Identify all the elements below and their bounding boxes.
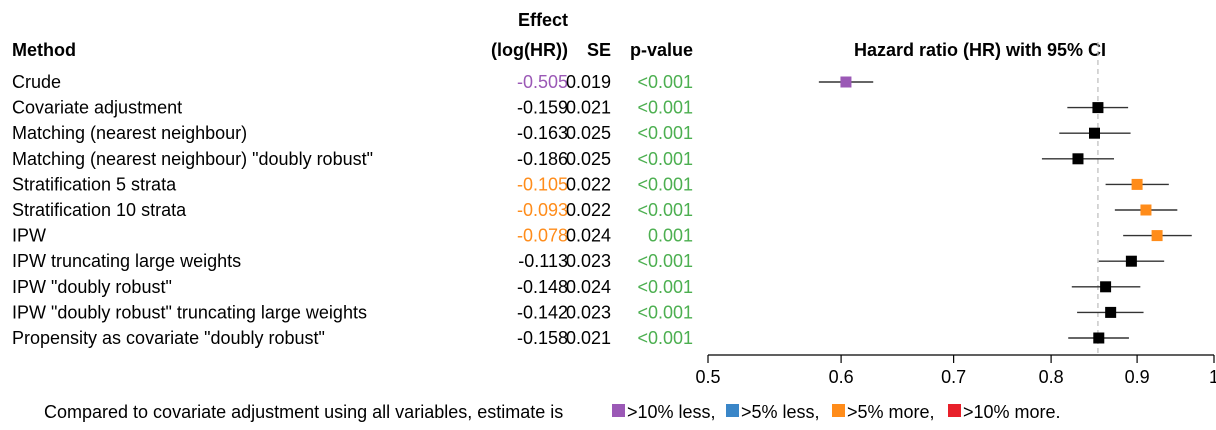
- pvalue-value: <0.001: [637, 174, 693, 194]
- legend-swatch-less5: [726, 404, 739, 417]
- header-effect-line2: (log(HR)): [491, 40, 568, 60]
- point-estimate: [1151, 230, 1163, 242]
- point-estimate: [1093, 332, 1105, 344]
- method-label: IPW "doubly robust" truncating large wei…: [12, 302, 367, 322]
- se-value: 0.022: [566, 200, 611, 220]
- legend-swatch-less10: [612, 404, 625, 417]
- pvalue-value: <0.001: [637, 328, 693, 348]
- legend-swatch-more5: [832, 404, 845, 417]
- point-estimate: [1092, 102, 1104, 114]
- header-method: Method: [12, 40, 76, 60]
- method-label: Crude: [12, 72, 61, 92]
- effect-value: -0.142: [517, 302, 568, 322]
- effect-value: -0.078: [517, 226, 568, 246]
- pvalue-value: <0.001: [637, 302, 693, 322]
- point-estimate: [840, 76, 852, 88]
- x-tick-label: 0.8: [1039, 367, 1064, 387]
- effect-value: -0.186: [517, 149, 568, 169]
- x-tick-label: 0.6: [829, 367, 854, 387]
- footnote-prefix: Compared to covariate adjustment using a…: [44, 402, 563, 422]
- method-label: IPW "doubly robust": [12, 277, 172, 297]
- footnote: Compared to covariate adjustment using a…: [44, 402, 1061, 422]
- x-tick-label: 1: [1209, 367, 1216, 387]
- se-value: 0.023: [566, 251, 611, 271]
- se-value: 0.022: [566, 174, 611, 194]
- effect-value: -0.163: [517, 123, 568, 143]
- pvalue-value: <0.001: [637, 149, 693, 169]
- method-label: Covariate adjustment: [12, 98, 182, 118]
- method-label: Stratification 5 strata: [12, 174, 177, 194]
- effect-value: -0.158: [517, 328, 568, 348]
- effect-value: -0.105: [517, 174, 568, 194]
- x-tick-label: 0.5: [695, 367, 720, 387]
- x-tick-label: 0.9: [1125, 367, 1150, 387]
- se-value: 0.024: [566, 226, 611, 246]
- effect-value: -0.159: [517, 98, 568, 118]
- method-label: Stratification 10 strata: [12, 200, 187, 220]
- effect-value: -0.113: [518, 251, 568, 271]
- legend-label-more10: >10% more.: [963, 402, 1061, 422]
- se-value: 0.025: [566, 123, 611, 143]
- method-label: Propensity as covariate "doubly robust": [12, 328, 325, 348]
- effect-value: -0.505: [517, 72, 568, 92]
- header-effect-line1: Effect: [518, 10, 568, 30]
- point-estimate: [1125, 255, 1137, 267]
- legend-label-less10: >10% less,: [627, 402, 716, 422]
- method-label: IPW: [12, 226, 46, 246]
- pvalue-value: <0.001: [637, 200, 693, 220]
- legend-swatch-more10: [948, 404, 961, 417]
- se-value: 0.019: [566, 72, 611, 92]
- method-label: IPW truncating large weights: [12, 251, 241, 271]
- se-value: 0.021: [566, 98, 611, 118]
- legend-label-less5: >5% less,: [741, 402, 820, 422]
- effect-value: -0.148: [517, 277, 568, 297]
- se-value: 0.023: [566, 302, 611, 322]
- header-pvalue: p-value: [630, 40, 693, 60]
- point-estimate: [1105, 306, 1117, 318]
- pvalue-value: <0.001: [637, 72, 693, 92]
- pvalue-value: <0.001: [637, 123, 693, 143]
- effect-value: -0.093: [517, 200, 568, 220]
- method-label: Matching (nearest neighbour): [12, 123, 247, 143]
- point-estimate: [1072, 153, 1084, 165]
- pvalue-value: <0.001: [637, 251, 693, 271]
- chart-title: Hazard ratio (HR) with 95% CI: [854, 40, 1106, 60]
- point-estimate: [1089, 127, 1101, 139]
- x-axis: 0.5 0.6 0.7 0.8 0.9 1: [695, 354, 1216, 387]
- pvalue-value: <0.001: [637, 277, 693, 297]
- method-label: Matching (nearest neighbour) "doubly rob…: [12, 149, 373, 169]
- se-value: 0.025: [566, 149, 611, 169]
- point-estimate: [1100, 281, 1112, 293]
- point-estimate: [1131, 178, 1143, 190]
- point-estimate: [1140, 204, 1152, 216]
- legend-label-more5: >5% more,: [847, 402, 935, 422]
- pvalue-value: 0.001: [648, 226, 693, 246]
- plot-layer: [818, 42, 1192, 355]
- se-value: 0.021: [566, 328, 611, 348]
- se-value: 0.024: [566, 277, 611, 297]
- pvalue-value: <0.001: [637, 98, 693, 118]
- x-tick-label: 0.7: [941, 367, 966, 387]
- header-se: SE: [587, 40, 611, 60]
